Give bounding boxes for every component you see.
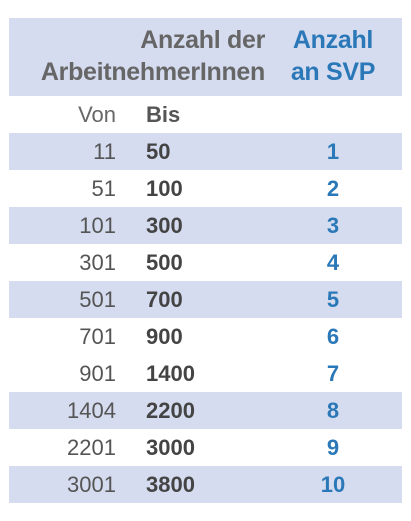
bis-cell: 50 <box>146 139 171 164</box>
svp-table: Anzahl der ArbeitnehmerInnen Anzahl an S… <box>9 18 402 503</box>
svp-cell: 8 <box>326 398 340 423</box>
von-cell: 3001 <box>67 472 116 497</box>
svp-column-header: Anzahl an SVP <box>264 24 402 88</box>
von-header: Von <box>78 102 116 127</box>
bis-cell: 500 <box>146 250 183 275</box>
svp-cell: 9 <box>326 435 340 460</box>
bis-cell: 1400 <box>146 361 195 386</box>
bis-cell: 100 <box>146 176 183 201</box>
table-row: 51 100 2 <box>9 170 402 207</box>
svp-cell: 6 <box>326 324 340 349</box>
von-cell: 901 <box>79 361 116 386</box>
bis-header: Bis <box>146 102 181 127</box>
employees-column-header: Anzahl der ArbeitnehmerInnen <box>41 24 265 88</box>
bis-cell: 2200 <box>146 398 195 423</box>
von-cell: 51 <box>91 176 116 201</box>
bis-cell: 900 <box>146 324 183 349</box>
bis-cell: 3000 <box>146 435 195 460</box>
table-row: 501 700 5 <box>9 281 402 318</box>
table-row: 301 500 4 <box>9 244 402 281</box>
svp-cell: 4 <box>326 250 340 275</box>
von-cell: 101 <box>79 213 116 238</box>
svp-header-line1: Anzahl <box>292 26 374 54</box>
von-cell: 301 <box>79 250 116 275</box>
bis-cell: 300 <box>146 213 183 238</box>
svp-cell: 3 <box>326 213 340 238</box>
table-row: 3001 3800 10 <box>9 466 402 503</box>
bis-cell: 3800 <box>146 472 195 497</box>
employees-header-line1: Anzahl der <box>140 26 265 54</box>
table-row: 701 900 6 <box>9 318 402 355</box>
von-cell: 2201 <box>67 435 116 460</box>
von-cell: 701 <box>79 324 116 349</box>
svp-header-line2: an SVP <box>290 58 376 86</box>
table-row: 11 50 1 <box>9 133 402 170</box>
svp-cell: 2 <box>326 176 340 201</box>
svp-cell: 7 <box>326 361 340 386</box>
table-row: 901 1400 7 <box>9 355 402 392</box>
svp-cell: 10 <box>320 472 346 497</box>
svp-cell: 5 <box>326 287 340 312</box>
von-cell: 1404 <box>67 398 116 423</box>
bis-cell: 700 <box>146 287 183 312</box>
table-row: 1404 2200 8 <box>9 392 402 429</box>
table-row: 101 300 3 <box>9 207 402 244</box>
table-header: Anzahl der ArbeitnehmerInnen Anzahl an S… <box>9 18 402 96</box>
table-row: 2201 3000 9 <box>9 429 402 466</box>
von-cell: 501 <box>79 287 116 312</box>
von-cell: 11 <box>93 139 116 164</box>
subheader-row: Von Bis <box>9 96 402 133</box>
svp-cell: 1 <box>326 139 340 164</box>
employees-header-line2: ArbeitnehmerInnen <box>40 58 265 86</box>
